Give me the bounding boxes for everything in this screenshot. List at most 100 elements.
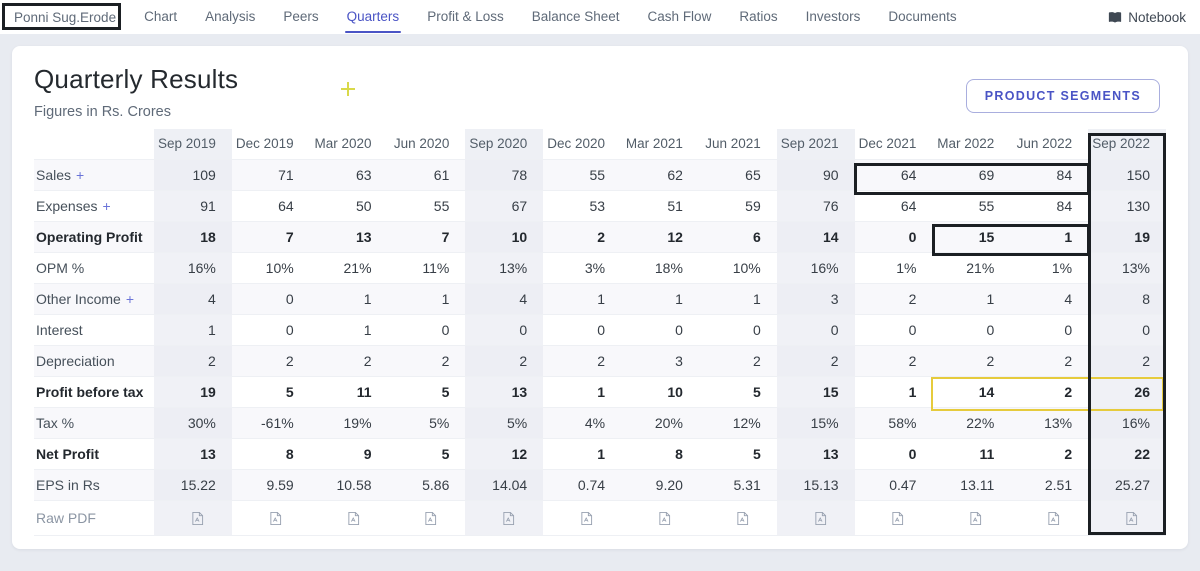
row-label-raw-pdf: Raw PDF — [34, 500, 154, 536]
raw-pdf-link-jun-2022[interactable] — [1010, 500, 1089, 536]
company-name[interactable]: Ponni Sug.Erode — [14, 9, 117, 25]
nav-tab-ratios[interactable]: Ratios — [739, 9, 778, 24]
cell-net-profit-dec-2019: 8 — [231, 438, 310, 470]
col-header-blank — [34, 129, 154, 160]
row-label-tax: Tax % — [34, 407, 154, 439]
nav-tab-peers[interactable]: Peers — [283, 9, 319, 24]
pdf-file-icon — [347, 511, 359, 525]
pdf-file-icon — [270, 511, 281, 525]
cell-depreciation-mar-2022: 2 — [932, 345, 1011, 377]
cell-tax-sep-2021: 15% — [776, 407, 855, 439]
raw-pdf-link-sep-2022[interactable] — [1088, 500, 1166, 536]
raw-pdf-link-jun-2021[interactable] — [698, 500, 777, 536]
notebook-button[interactable]: Notebook — [1108, 10, 1186, 25]
cell-net-profit-mar-2020: 9 — [309, 438, 388, 470]
pdf-file-icon — [192, 511, 203, 525]
row-label-expenses[interactable]: Expenses + — [34, 190, 154, 222]
cell-opm-jun-2021: 10% — [698, 252, 777, 284]
cell-operating-profit-jun-2022: 1 — [1010, 221, 1089, 253]
cell-eps-in-rs-mar-2022: 13.11 — [932, 469, 1011, 501]
cell-profit-before-tax-dec-2020: 1 — [543, 376, 622, 408]
cell-eps-in-rs-sep-2022: 25.27 — [1088, 469, 1166, 501]
cell-sales-mar-2021: 62 — [621, 159, 699, 191]
cell-profit-before-tax-jun-2021: 5 — [698, 376, 777, 408]
cell-profit-before-tax-sep-2020: 13 — [465, 376, 544, 408]
cell-operating-profit-sep-2020: 10 — [465, 221, 544, 253]
row-label-other-income[interactable]: Other Income + — [34, 283, 154, 315]
col-header-dec-2020: Dec 2020 — [543, 129, 622, 160]
cell-expenses-jun-2021: 59 — [698, 190, 777, 222]
cell-net-profit-dec-2021: 0 — [854, 438, 933, 470]
raw-pdf-link-sep-2019[interactable] — [154, 500, 232, 536]
cell-profit-before-tax-mar-2020: 11 — [309, 376, 388, 408]
raw-pdf-link-dec-2020[interactable] — [543, 500, 622, 536]
table-wrap: Sep 2019 Dec 2019 Mar 2020 Jun 2020 Sep 2020… — [12, 129, 1188, 536]
cell-operating-profit-dec-2020: 2 — [543, 221, 622, 253]
cell-depreciation-mar-2021: 3 — [621, 345, 699, 377]
cell-sales-sep-2019: 109 — [154, 159, 232, 191]
table-row-eps-in-rs: EPS in Rs 15.22 9.59 10.58 5.86 14.04 0.74 9.20… — [34, 469, 1166, 501]
product-segments-button[interactable]: PRODUCT SEGMENTS — [965, 79, 1160, 113]
cell-profit-before-tax-mar-2022: 14 — [932, 376, 1011, 408]
expand-icon: + — [102, 197, 111, 214]
cell-profit-before-tax-jun-2020: 5 — [387, 376, 466, 408]
table-row-expenses: Expenses +91 64 50 55 67 53 51 59 76 64 55 84 130 — [34, 190, 1166, 222]
cell-tax-sep-2019: 30% — [154, 407, 232, 439]
raw-pdf-link-dec-2019[interactable] — [231, 500, 310, 536]
nav-tab-quarters[interactable]: Quarters — [344, 0, 401, 34]
nav-tab-cash-flow[interactable]: Cash Flow — [647, 9, 712, 24]
raw-pdf-link-mar-2022[interactable] — [932, 500, 1011, 536]
cell-other-income-mar-2022: 1 — [932, 283, 1011, 315]
cell-depreciation-jun-2022: 2 — [1010, 345, 1089, 377]
cell-interest-sep-2020: 0 — [465, 314, 544, 346]
cell-tax-dec-2020: 4% — [543, 407, 622, 439]
cell-profit-before-tax-jun-2022: 2 — [1010, 376, 1089, 408]
pdf-file-icon — [892, 511, 904, 525]
pdf-file-icon — [737, 511, 748, 525]
cell-depreciation-jun-2021: 2 — [698, 345, 777, 377]
cell-eps-in-rs-sep-2019: 15.22 — [154, 469, 232, 501]
page-title: Quarterly Results — [34, 64, 239, 94]
cell-net-profit-jun-2021: 5 — [698, 438, 777, 470]
raw-pdf-link-mar-2021[interactable] — [621, 500, 699, 536]
nav-tab-balance-sheet[interactable]: Balance Sheet — [531, 9, 620, 24]
row-label-interest: Interest — [34, 314, 154, 346]
row-label-net-profit: Net Profit — [34, 438, 154, 470]
col-header-mar-2022: Mar 2022 — [932, 129, 1011, 160]
cell-profit-before-tax-dec-2021: 1 — [854, 376, 933, 408]
col-header-dec-2021: Dec 2021 — [854, 129, 933, 160]
cell-expenses-dec-2019: 64 — [231, 190, 310, 222]
table-header-row: Sep 2019 Dec 2019 Mar 2020 Jun 2020 Sep 2020… — [34, 129, 1166, 160]
quarterly-results-table: Sep 2019 Dec 2019 Mar 2020 Jun 2020 Sep 2020… — [34, 129, 1166, 536]
cell-opm-jun-2022: 1% — [1010, 252, 1089, 284]
cell-other-income-dec-2020: 1 — [543, 283, 622, 315]
cell-depreciation-sep-2019: 2 — [154, 345, 232, 377]
cell-tax-sep-2020: 5% — [465, 407, 544, 439]
notebook-label: Notebook — [1128, 9, 1186, 25]
row-label-sales[interactable]: Sales + — [34, 159, 154, 191]
cell-expenses-dec-2020: 53 — [543, 190, 622, 222]
cell-expenses-sep-2022: 130 — [1088, 190, 1166, 222]
raw-pdf-link-dec-2021[interactable] — [854, 500, 933, 536]
cell-expenses-jun-2022: 84 — [1010, 190, 1089, 222]
cell-eps-in-rs-mar-2020: 10.58 — [309, 469, 388, 501]
cell-sales-mar-2020: 63 — [309, 159, 388, 191]
cell-sales-dec-2019: 71 — [231, 159, 310, 191]
cell-operating-profit-sep-2019: 18 — [154, 221, 232, 253]
table-row-interest: Interest 1 0 1 0 0 0 0 0 0 0 0 0 0 — [34, 314, 1166, 346]
nav-tab-analysis[interactable]: Analysis — [205, 9, 256, 24]
nav-tab-investors[interactable]: Investors — [805, 9, 861, 24]
raw-pdf-link-jun-2020[interactable] — [387, 500, 466, 536]
col-header-jun-2022: Jun 2022 — [1010, 129, 1089, 160]
cell-tax-mar-2022: 22% — [932, 407, 1011, 439]
raw-pdf-link-sep-2021[interactable] — [776, 500, 855, 536]
nav-tab-profit-loss[interactable]: Profit & Loss — [427, 9, 504, 24]
nav-tab-documents[interactable]: Documents — [888, 9, 957, 24]
cell-net-profit-sep-2022: 22 — [1088, 438, 1166, 470]
table-body: Sales +109 71 63 61 78 55 62 65 90 64 69 84 150 Expens… — [34, 159, 1166, 536]
cell-net-profit-sep-2021: 13 — [776, 438, 855, 470]
raw-pdf-link-sep-2020[interactable] — [465, 500, 544, 536]
raw-pdf-link-mar-2020[interactable] — [309, 500, 388, 536]
nav-tab-chart[interactable]: Chart — [144, 9, 178, 24]
nav-tabs: Chart Analysis Peers Quarters Profit & Loss B… — [144, 0, 957, 34]
